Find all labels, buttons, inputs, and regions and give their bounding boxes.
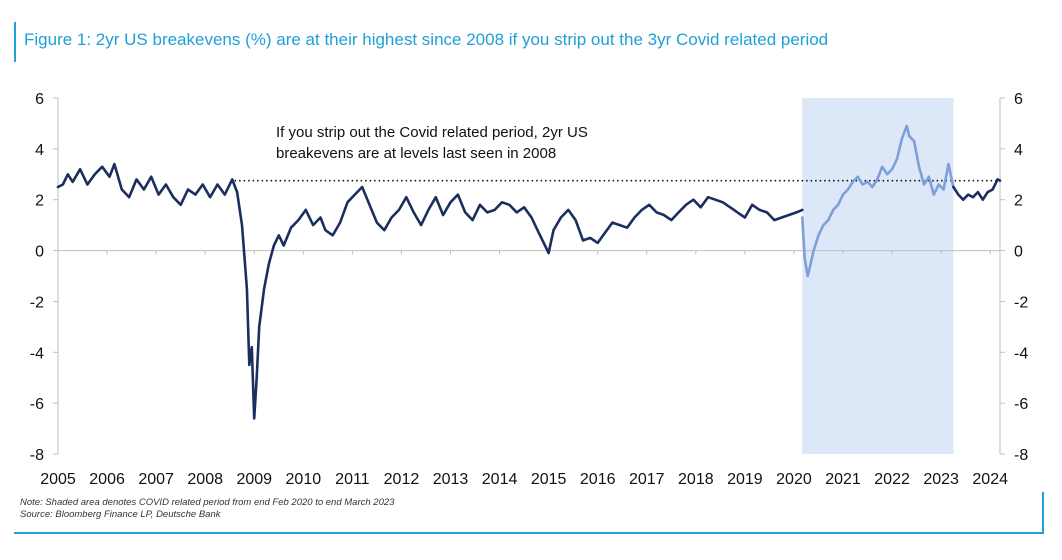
y-tick-label-right: -4 (1014, 345, 1028, 362)
x-tick-label: 2021 (825, 471, 861, 488)
figure-title: Figure 1: 2yr US breakevens (%) are at t… (24, 30, 829, 49)
y-tick-label-left: -4 (30, 345, 44, 362)
series-line-post-covid (952, 178, 1002, 201)
x-tick-label: 2007 (138, 471, 174, 488)
x-tick-label: 2019 (727, 471, 763, 488)
x-tick-label: 2015 (531, 471, 567, 488)
y-tick-label-right: -2 (1014, 294, 1028, 311)
series-line-covid (800, 124, 955, 278)
source-text: Source: Bloomberg Finance LP, Deutsche B… (20, 509, 221, 520)
x-tick-label: 2008 (187, 471, 223, 488)
x-tick-label: 2022 (874, 471, 910, 488)
x-tick-label: 2018 (678, 471, 714, 488)
y-tick-label-right: 4 (1014, 142, 1023, 159)
x-tick-label: 2011 (335, 471, 370, 488)
x-tick-label: 2017 (629, 471, 665, 488)
x-tick-label: 2023 (923, 471, 959, 488)
note-text: Note: Shaded area denotes COVID related … (20, 497, 395, 508)
x-tick-label: 2009 (236, 471, 272, 488)
frame-accent-left (14, 22, 16, 62)
x-tick-label: 2013 (433, 471, 469, 488)
y-tick-label-right: 0 (1014, 244, 1023, 261)
y-tick-label-right: 6 (1014, 91, 1023, 108)
x-tick-label: 2005 (40, 471, 76, 488)
x-tick-label: 2012 (384, 471, 420, 488)
x-tick-label: 2006 (89, 471, 125, 488)
y-tick-label-left: 6 (35, 91, 44, 108)
y-tick-label-left: -8 (30, 447, 44, 464)
y-tick-label-left: 0 (35, 244, 44, 261)
y-tick-label-left: 2 (35, 193, 44, 210)
frame-accent-bottom (14, 532, 1044, 534)
covid-shaded-area (802, 98, 954, 454)
x-tick-label: 2014 (482, 471, 518, 488)
y-tick-label-left: -6 (30, 396, 44, 413)
y-tick-label-left: -2 (30, 294, 44, 311)
y-tick-label-left: 4 (35, 142, 44, 159)
series-line-pre-covid (56, 162, 804, 420)
x-tick-label: 2024 (972, 471, 1008, 488)
frame-accent-right (1042, 492, 1044, 534)
annotation-line: If you strip out the Covid related perio… (276, 124, 588, 141)
x-tick-label: 2016 (580, 471, 616, 488)
figure-notes: Note: Shaded area denotes COVID related … (20, 497, 394, 521)
y-tick-label-right: 2 (1014, 193, 1023, 210)
x-tick-label: 2020 (776, 471, 812, 488)
annotation-line: breakevens are at levels last seen in 20… (276, 145, 556, 162)
y-tick-label-right: -6 (1014, 396, 1028, 413)
y-tick-label-right: -8 (1014, 447, 1028, 464)
x-tick-label: 2010 (286, 471, 322, 488)
